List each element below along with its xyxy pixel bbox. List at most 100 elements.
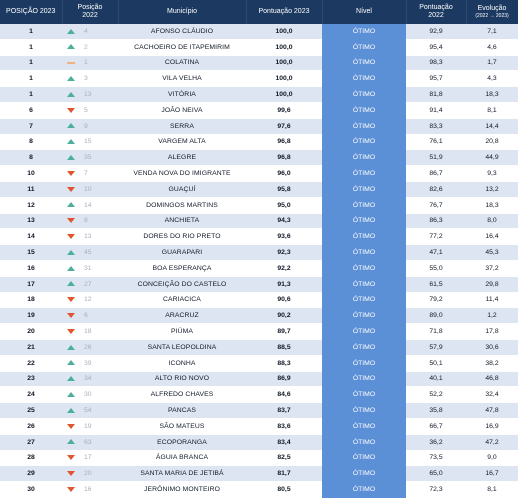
evolution-cell: 32,4 [466, 386, 518, 404]
score-2023-cell: 100,0 [246, 24, 322, 40]
level-cell: ÓTIMO [322, 307, 406, 325]
arrow-down-icon [67, 328, 75, 334]
evolution-cell: 11,4 [466, 292, 518, 309]
header-municipality: Município [118, 0, 247, 24]
position-2022-cell: 16 [80, 481, 118, 498]
evolution-cell: 47,8 [466, 402, 518, 419]
evolution-cell: 1,7 [466, 55, 518, 72]
level-cell: ÓTIMO [322, 323, 406, 340]
evolution-cell: 1,2 [466, 307, 518, 325]
header-evolution-label: Evolução [477, 5, 507, 12]
table-row: 28 17 ÁGUIA BRANCA 82,5 ÓTIMO 73,5 9,0 [0, 450, 518, 467]
position-2023-cell: 20 [0, 323, 62, 340]
table-row: 1 13 VITÓRIA 100,0 ÓTIMO 81,8 18,3 [0, 86, 518, 103]
score-2023-cell: 92,3 [246, 244, 322, 261]
trend-cell [62, 213, 80, 230]
trend-cell [62, 197, 80, 214]
arrow-up-icon [67, 91, 75, 97]
level-cell: ÓTIMO [322, 371, 406, 388]
municipality-cell: CACHOEIRO DE ITAPEMIRIM [118, 39, 246, 56]
trend-cell [62, 70, 80, 88]
table-row: 27 63 ECOPORANGA 83,4 ÓTIMO 36,2 47,2 [0, 434, 518, 451]
arrow-up-icon [67, 154, 75, 160]
table-row: 1 3 VILA VELHA 100,0 ÓTIMO 95,7 4,3 [0, 70, 518, 88]
position-2023-cell: 14 [0, 228, 62, 246]
score-2023-cell: 83,7 [246, 402, 322, 419]
score-2022-cell: 95,7 [406, 70, 466, 88]
municipality-cell: GUARAPARI [118, 244, 246, 261]
trend-cell [62, 39, 80, 56]
evolution-cell: 47,2 [466, 434, 518, 451]
municipality-cell: VILA VELHA [118, 70, 246, 88]
arrow-down-icon [67, 170, 75, 176]
evolution-cell: 8,1 [466, 481, 518, 498]
municipality-cell: PANCAS [118, 402, 246, 419]
score-2023-cell: 96,0 [246, 165, 322, 182]
arrow-up-icon [67, 202, 75, 208]
municipality-cell: BOA ESPERANÇA [118, 260, 246, 277]
arrow-up-icon [67, 123, 75, 129]
position-2022-cell: 10 [80, 181, 118, 198]
level-cell: ÓTIMO [322, 339, 406, 356]
evolution-cell: 18,3 [466, 197, 518, 214]
arrow-up-icon [67, 28, 75, 34]
evolution-cell: 37,2 [466, 260, 518, 277]
score-2022-cell: 61,5 [406, 276, 466, 293]
score-2023-cell: 96,8 [246, 149, 322, 167]
position-2022-cell: 14 [80, 197, 118, 214]
trend-cell [62, 102, 80, 119]
score-2022-cell: 77,2 [406, 228, 466, 246]
level-cell: ÓTIMO [322, 276, 406, 293]
arrow-up-icon [67, 44, 75, 50]
score-2023-cell: 100,0 [246, 39, 322, 56]
position-2022-cell: 15 [80, 134, 118, 151]
municipality-cell: AFONSO CLÁUDIO [118, 24, 246, 40]
municipality-cell: SERRA [118, 118, 246, 135]
table-header: POSIÇÃO 2023 Posição 2022 Município Pont… [0, 0, 518, 24]
arrow-up-icon [67, 75, 75, 81]
municipality-cell: ICONHA [118, 355, 246, 372]
position-2023-cell: 10 [0, 165, 62, 182]
score-2022-cell: 65,0 [406, 465, 466, 483]
score-2023-cell: 92,2 [246, 260, 322, 277]
evolution-cell: 9,3 [466, 165, 518, 182]
evolution-cell: 29,8 [466, 276, 518, 293]
position-2023-cell: 24 [0, 386, 62, 404]
evolution-cell: 46,8 [466, 371, 518, 388]
score-2022-cell: 35,8 [406, 402, 466, 419]
header-position-2022: Posição 2022 [62, 0, 119, 24]
table-row: 18 12 CARIACICA 90,6 ÓTIMO 79,2 11,4 [0, 292, 518, 309]
trend-cell [62, 371, 80, 388]
evolution-cell: 8,0 [466, 213, 518, 230]
score-2023-cell: 89,7 [246, 323, 322, 340]
position-2023-cell: 8 [0, 149, 62, 167]
trend-cell [62, 307, 80, 325]
score-2022-cell: 47,1 [406, 244, 466, 261]
score-2023-cell: 90,2 [246, 307, 322, 325]
level-cell: ÓTIMO [322, 165, 406, 182]
score-2023-cell: 83,4 [246, 434, 322, 451]
score-2022-cell: 55,0 [406, 260, 466, 277]
level-cell: ÓTIMO [322, 39, 406, 56]
municipality-cell: ALEGRE [118, 149, 246, 167]
arrow-up-icon [67, 407, 75, 413]
level-cell: ÓTIMO [322, 228, 406, 246]
table-row: 6 5 JOÃO NEIVA 99,6 ÓTIMO 91,4 8,1 [0, 102, 518, 119]
evolution-cell: 44,9 [466, 149, 518, 167]
position-2022-cell: 18 [80, 323, 118, 340]
score-2022-cell: 71,8 [406, 323, 466, 340]
position-2023-cell: 16 [0, 260, 62, 277]
level-cell: ÓTIMO [322, 465, 406, 483]
table-row: 21 26 SANTA LEOPOLDINA 88,5 ÓTIMO 57,9 30,6 [0, 339, 518, 356]
arrow-down-icon [67, 312, 75, 318]
position-2022-cell: 27 [80, 276, 118, 293]
position-2023-cell: 1 [0, 70, 62, 88]
trend-cell [62, 276, 80, 293]
arrow-down-icon [67, 455, 75, 461]
score-2023-cell: 81,7 [246, 465, 322, 483]
arrow-down-icon [67, 107, 75, 113]
municipality-cell: ALFREDO CHAVES [118, 386, 246, 404]
table-row: 17 27 CONCEIÇÃO DO CASTELO 91,3 ÓTIMO 61,5 29,… [0, 276, 518, 293]
position-2023-cell: 22 [0, 355, 62, 372]
